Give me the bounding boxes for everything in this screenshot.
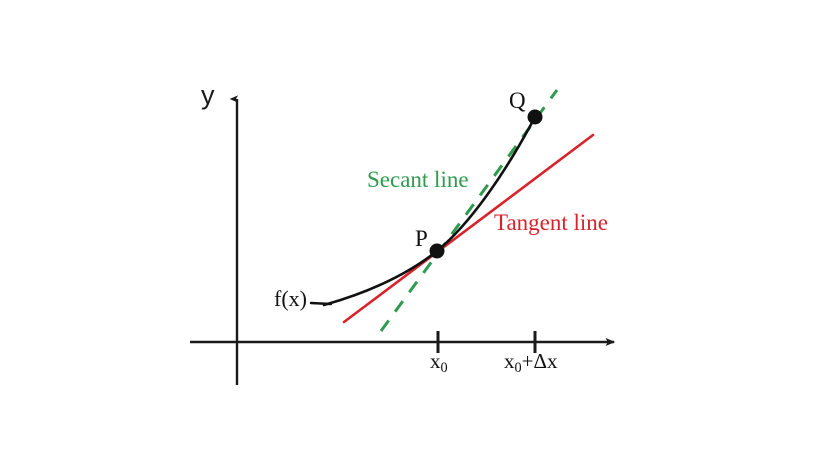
fx-leader-line (309, 301, 333, 306)
point-q (527, 109, 543, 125)
tick-label-x0-plus-dx-sub: 0 (514, 359, 522, 376)
point-p-label: P (415, 226, 428, 251)
tick-label-x0-sub: 0 (440, 359, 448, 376)
tick-label-x0-plus-dx-base: x (504, 349, 515, 373)
point-q-label: Q (509, 88, 526, 113)
point-p (429, 243, 445, 259)
tangent-line (342, 133, 595, 324)
secant-line-label: Secant line (367, 167, 469, 192)
tangent-line-label: Tangent line (494, 210, 608, 235)
tick-label-x0-plus-dx: x0+Δx (504, 349, 558, 376)
y-axis-label: y (201, 80, 215, 110)
tick-label-x0-base: x (430, 349, 441, 373)
tick-label-x0: x0 (430, 349, 448, 376)
tick-label-x0-plus-dx-suffix: +Δx (521, 349, 558, 373)
function-label: f(x) (274, 286, 307, 311)
